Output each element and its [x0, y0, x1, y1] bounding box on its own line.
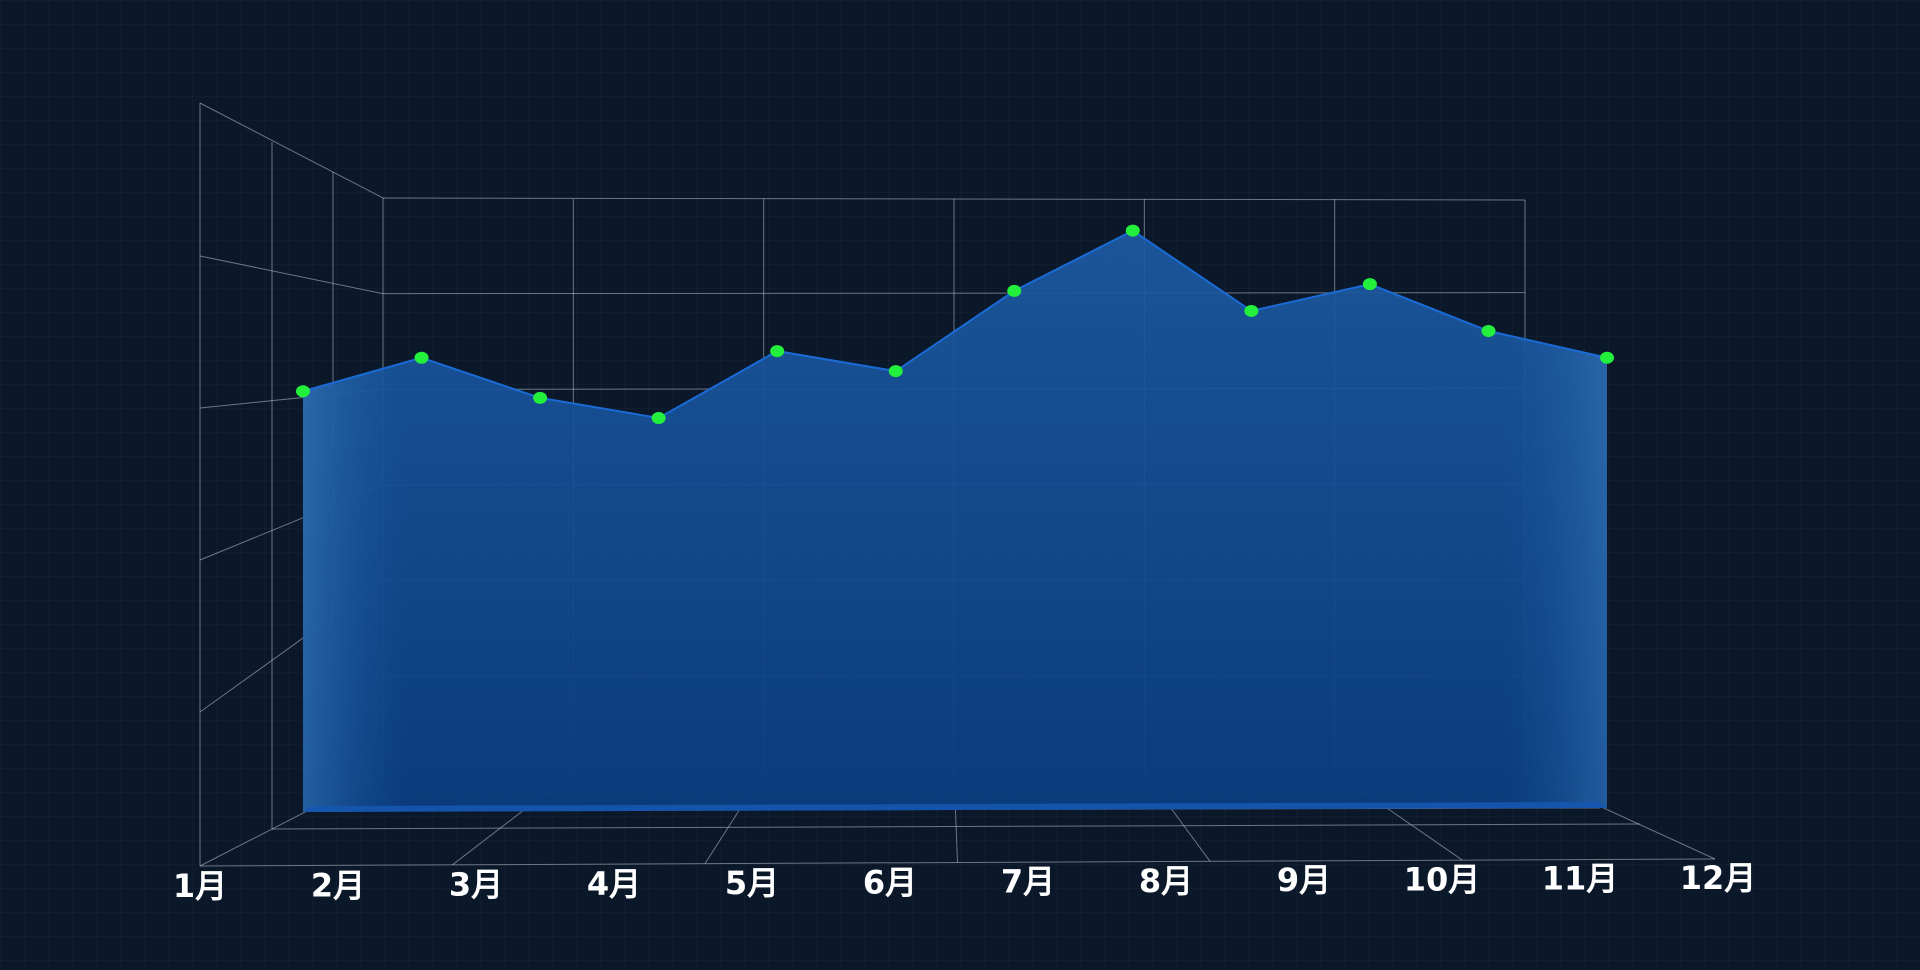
data-point[interactable] [296, 385, 310, 398]
data-point[interactable] [1125, 224, 1140, 237]
x-tick-label: 1月 [173, 867, 227, 905]
x-tick-label: 7月 [1001, 863, 1055, 901]
x-tick-label: 5月 [725, 864, 779, 902]
data-point[interactable] [414, 351, 429, 364]
series-line-path [302, 229, 1608, 420]
data-point[interactable] [651, 411, 666, 424]
x-tick-label: 6月 [863, 863, 917, 901]
x-tick-label: 3月 [449, 866, 503, 904]
data-point[interactable] [1600, 351, 1614, 364]
area-base [303, 802, 1607, 812]
series-area [303, 230, 1607, 812]
data-point[interactable] [770, 345, 785, 358]
x-tick-label: 9月 [1277, 861, 1331, 899]
area-fill-edge-glow [303, 230, 1607, 812]
data-points [296, 224, 1614, 424]
x-tick-label: 10月 [1404, 860, 1481, 898]
left-wall-depthline [199, 255, 384, 295]
data-point[interactable] [1007, 284, 1022, 297]
left-wall-top [199, 102, 384, 199]
data-point[interactable] [1481, 325, 1496, 338]
x-tick-label: 2月 [311, 866, 365, 904]
x-tick-label: 8月 [1139, 862, 1193, 900]
series-line [302, 229, 1608, 420]
data-point[interactable] [1244, 304, 1259, 317]
data-point[interactable] [533, 391, 548, 404]
data-point[interactable] [888, 365, 903, 378]
x-tick-label: 11月 [1542, 860, 1619, 898]
x-axis-labels: 1月 2月 3月 4月 5月 6月 7月 8月 9月 10月 11月 12月 [173, 859, 1756, 905]
x-tick-label: 12月 [1680, 859, 1757, 897]
x-tick-label: 4月 [587, 865, 641, 903]
data-point[interactable] [1362, 278, 1377, 291]
